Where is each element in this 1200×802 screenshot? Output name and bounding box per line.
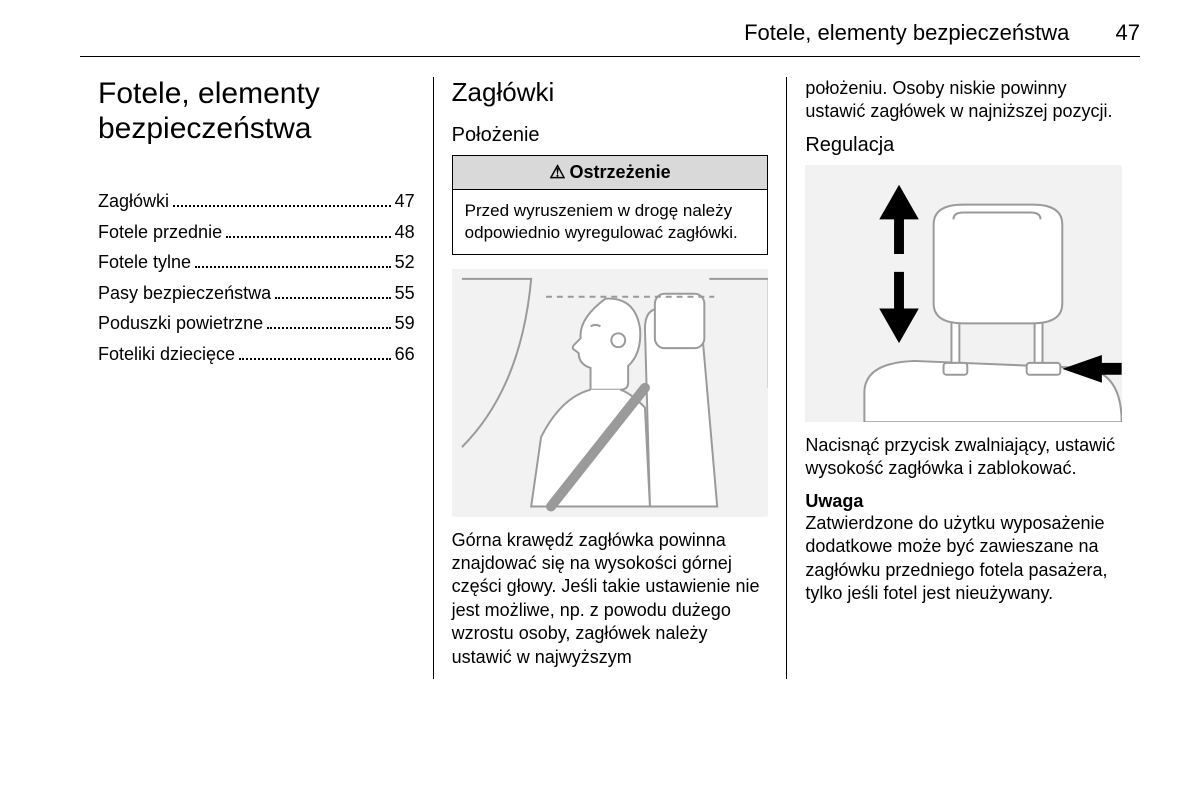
toc-dots xyxy=(173,193,391,207)
toc-row: Poduszki powietrzne 59 xyxy=(98,308,415,339)
column-3: położeniu. Osoby niskie powinny ustawić … xyxy=(786,77,1140,679)
column-1: Fotele, elementy bezpieczeństwa Zagłówki… xyxy=(80,77,433,679)
headrest-position-illustration xyxy=(452,269,769,516)
toc-label: Foteliki dziecięce xyxy=(98,339,235,370)
subsection-heading: Regulacja xyxy=(805,134,1122,157)
warning-body: Przed wyruszeniem w drogę należy odpowie… xyxy=(453,190,768,254)
toc-label: Fotele przednie xyxy=(98,217,222,248)
table-of-contents: Zagłówki 47 Fotele przednie 48 Fotele ty… xyxy=(98,186,415,370)
warning-icon: ⚠ xyxy=(549,162,565,182)
toc-row: Foteliki dziecięce 66 xyxy=(98,339,415,370)
warning-label: Ostrzeżenie xyxy=(570,162,671,182)
toc-row: Zagłówki 47 xyxy=(98,186,415,217)
toc-page: 59 xyxy=(395,308,415,339)
toc-label: Poduszki powietrzne xyxy=(98,308,263,339)
toc-page: 66 xyxy=(395,339,415,370)
continuation-paragraph: położeniu. Osoby niskie powinny ustawić … xyxy=(805,77,1122,124)
column-2: Zagłówki Położenie ⚠Ostrzeżenie Przed wy… xyxy=(433,77,787,679)
toc-row: Pasy bezpieczeństwa 55 xyxy=(98,278,415,309)
toc-dots xyxy=(195,254,391,268)
header-title: Fotele, elementy bezpieczeństwa xyxy=(744,20,1069,45)
body-paragraph: Nacisnąć przycisk zwalniający, ustawić w… xyxy=(805,434,1122,481)
section-heading: Zagłówki xyxy=(452,77,769,108)
toc-dots xyxy=(275,284,391,298)
toc-dots xyxy=(226,223,391,237)
body-paragraph: Górna krawędź zagłówka powinna znajdować… xyxy=(452,529,769,669)
warning-box: ⚠Ostrzeżenie Przed wyruszeniem w drogę n… xyxy=(452,155,769,255)
toc-label: Fotele tylne xyxy=(98,247,191,278)
page-header: Fotele, elementy bezpieczeństwa 47 xyxy=(80,20,1140,57)
warning-title: ⚠Ostrzeżenie xyxy=(453,156,768,190)
toc-page: 55 xyxy=(395,278,415,309)
toc-page: 48 xyxy=(395,217,415,248)
toc-page: 47 xyxy=(395,186,415,217)
toc-label: Pasy bezpieczeństwa xyxy=(98,278,271,309)
content-columns: Fotele, elementy bezpieczeństwa Zagłówki… xyxy=(80,77,1140,679)
toc-dots xyxy=(239,346,391,360)
toc-row: Fotele przednie 48 xyxy=(98,217,415,248)
note-title: Uwaga xyxy=(805,491,1122,512)
headrest-adjust-illustration xyxy=(805,165,1122,422)
note-body: Zatwierdzone do użytku wyposażenie dodat… xyxy=(805,512,1122,606)
toc-dots xyxy=(267,315,391,329)
page-number: 47 xyxy=(1116,20,1140,45)
subsection-heading: Położenie xyxy=(452,124,769,147)
toc-page: 52 xyxy=(395,247,415,278)
chapter-title: Fotele, elementy bezpieczeństwa xyxy=(98,77,415,146)
toc-label: Zagłówki xyxy=(98,186,169,217)
toc-row: Fotele tylne 52 xyxy=(98,247,415,278)
